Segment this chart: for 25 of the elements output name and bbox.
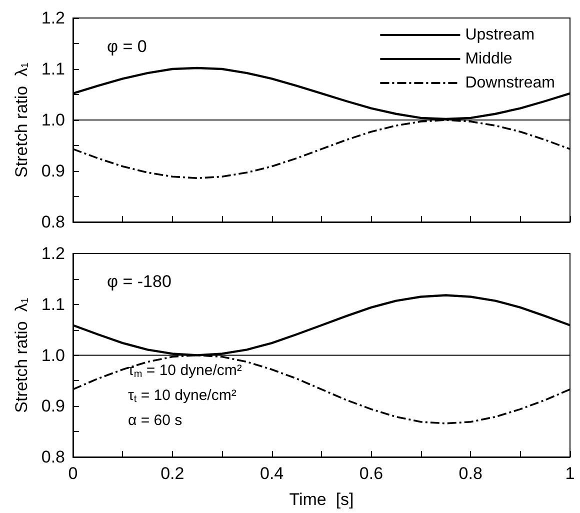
annotation: φ = 0 bbox=[107, 37, 147, 56]
y-tick-label: 1.0 bbox=[41, 110, 65, 130]
x-tick-label: 0.4 bbox=[260, 464, 284, 483]
x-tick-label: 0.8 bbox=[458, 464, 482, 483]
y-tick-label: 0.9 bbox=[41, 162, 65, 180]
annotation: α = 60 s bbox=[128, 412, 182, 429]
x-tick-label: 0 bbox=[68, 464, 78, 483]
y-tick-label: 0.8 bbox=[41, 212, 65, 232]
legend-label: Downstream bbox=[465, 74, 556, 92]
x-tick-label: 0.2 bbox=[160, 464, 184, 483]
y-axis-title: Stretch ratio λ1 bbox=[12, 297, 31, 413]
y-tick-label: 1.1 bbox=[41, 60, 65, 78]
x-tick-label: 0.6 bbox=[359, 464, 384, 483]
x-tick-label: 1 bbox=[565, 464, 575, 483]
y-tick-label: 0.8 bbox=[41, 448, 65, 466]
y-tick-label: 1.1 bbox=[41, 294, 65, 314]
legend-label: Middle bbox=[465, 50, 512, 68]
legend-label: Upstream bbox=[465, 26, 535, 44]
annotation: φ = -180 bbox=[107, 272, 172, 291]
y-tick-label: 1.2 bbox=[41, 8, 65, 28]
y-tick-label: 0.9 bbox=[41, 396, 65, 416]
y-tick-label: 1.0 bbox=[41, 346, 65, 365]
y-tick-label: 1.2 bbox=[41, 244, 65, 263]
x-axis-title: Time [s] bbox=[289, 490, 354, 509]
y-axis-title: Stretch ratio λ1 bbox=[12, 62, 31, 178]
